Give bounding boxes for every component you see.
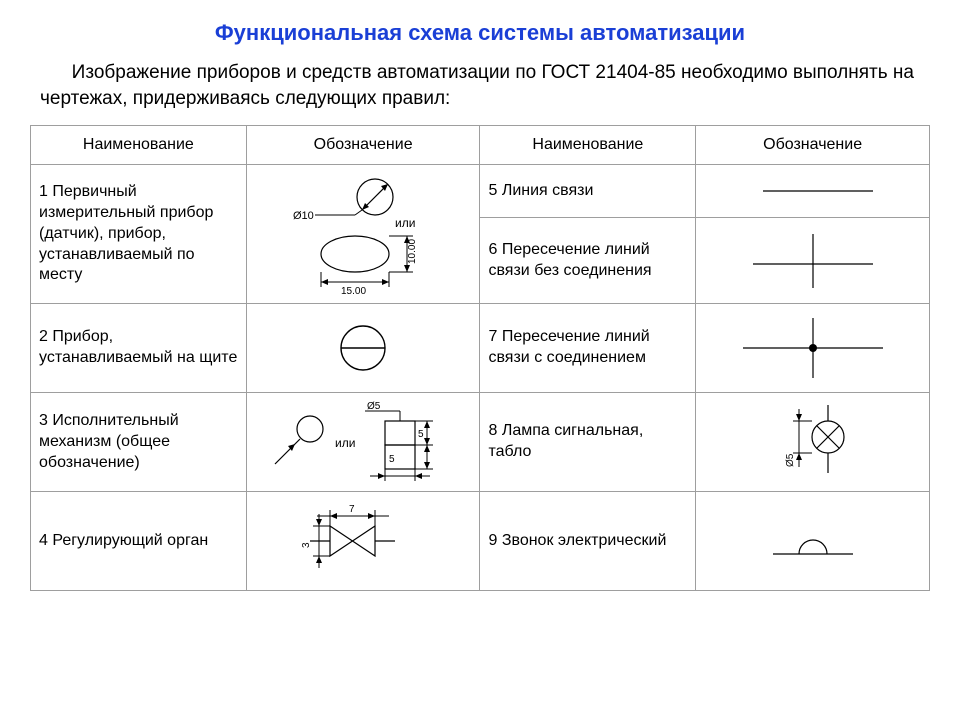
annot-seven: 7 — [349, 504, 355, 515]
cell-name-5: 5 Линия связи — [480, 165, 696, 218]
annot-d10: Ø10 — [293, 210, 314, 222]
page-title: Функциональная схема системы автоматизац… — [30, 20, 930, 46]
annot-or-2: или — [335, 436, 355, 450]
header-name-1: Наименование — [31, 126, 247, 165]
cell-symbol-2 — [246, 304, 480, 393]
header-name-2: Наименование — [480, 126, 696, 165]
annot-w15: 15.00 — [341, 286, 366, 297]
symbol-9-svg — [723, 506, 903, 576]
annot-or-1: или — [395, 216, 415, 230]
symbols-table: Наименование Обозначение Наименование Об… — [30, 125, 930, 591]
cell-symbol-9 — [696, 492, 930, 591]
table-row: 2 Прибор, устанавливаемый на щите 7 Пере… — [31, 304, 930, 393]
cell-name-3: 3 Исполнительный механизм (общее обознач… — [31, 393, 247, 492]
header-symbol-1: Обозначение — [246, 126, 480, 165]
cell-symbol-4: 7 3 — [246, 492, 480, 591]
symbol-2-svg — [263, 308, 463, 388]
annot-d5: Ø5 — [367, 401, 381, 412]
cell-name-4: 4 Регулирующий орган — [31, 492, 247, 591]
table-row: 3 Исполнительный механизм (общее обознач… — [31, 393, 930, 492]
symbol-8-svg: Ø5 — [723, 397, 903, 487]
cell-symbol-5 — [696, 165, 930, 218]
cell-name-8: 8 Лампа сигнальная, табло — [480, 393, 696, 492]
symbol-6-svg — [723, 226, 903, 296]
page: Функциональная схема системы автоматизац… — [0, 0, 960, 611]
cell-symbol-3: или Ø5 — [246, 393, 480, 492]
cell-symbol-7 — [696, 304, 930, 393]
annot-d5v: Ø5 — [785, 454, 796, 468]
table-row: 1 Первичный измерительный прибор (датчик… — [31, 165, 930, 218]
symbol-1-svg: Ø10 или — [255, 169, 475, 299]
cell-symbol-6 — [696, 218, 930, 304]
intro-paragraph: Изображение приборов и средств автоматиз… — [40, 60, 920, 111]
symbol-7-svg — [723, 308, 903, 388]
cell-name-7: 7 Пересечение линий связи с соединением — [480, 304, 696, 393]
cell-name-2: 2 Прибор, устанавливаемый на щите — [31, 304, 247, 393]
symbol-4-svg: 7 3 — [255, 496, 475, 586]
cell-symbol-8: Ø5 — [696, 393, 930, 492]
table-row: 4 Регулирующий орган — [31, 492, 930, 591]
symbol-3-svg: или Ø5 — [255, 397, 485, 487]
annot-five-a: 5 — [418, 429, 424, 440]
cell-name-9: 9 Звонок электрический — [480, 492, 696, 591]
annot-h10: 10.00 — [407, 239, 418, 264]
cell-name-1: 1 Первичный измерительный прибор (датчик… — [31, 165, 247, 304]
cell-name-6: 6 Пересечение линий связи без соединения — [480, 218, 696, 304]
annot-three: 3 — [301, 542, 312, 548]
header-symbol-2: Обозначение — [696, 126, 930, 165]
cell-symbol-1: Ø10 или — [246, 165, 480, 304]
annot-five-b: 5 — [389, 454, 395, 465]
symbol-5-svg — [723, 171, 903, 211]
table-header-row: Наименование Обозначение Наименование Об… — [31, 126, 930, 165]
